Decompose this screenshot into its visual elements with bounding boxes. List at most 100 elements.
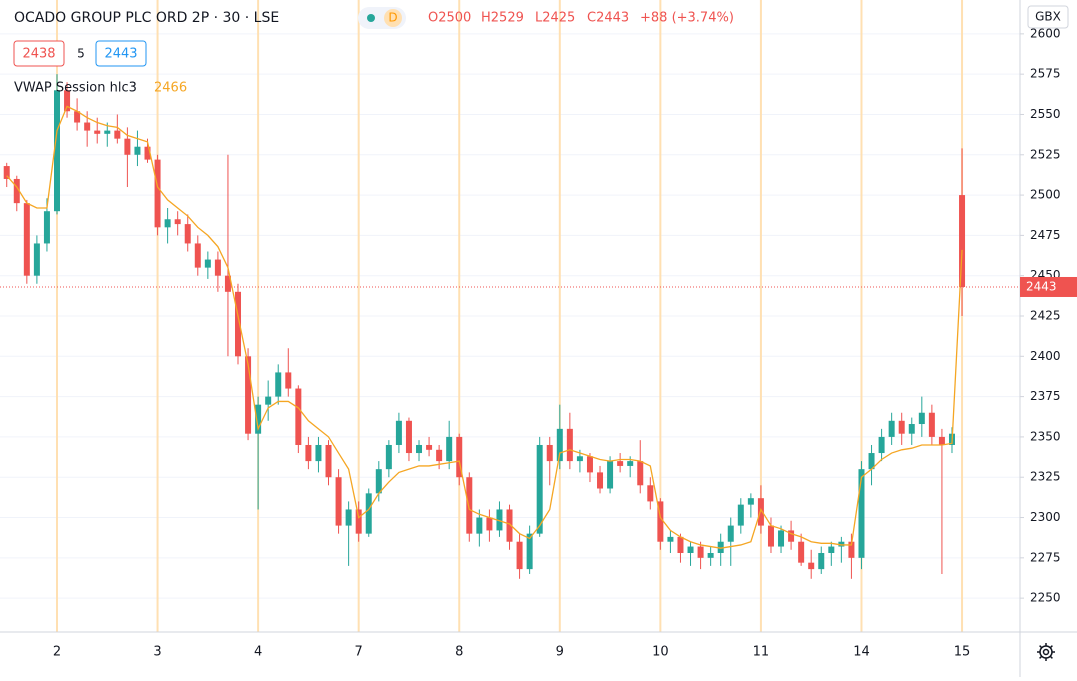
- candle-body: [456, 436, 463, 478]
- y-tick-label: 2525: [1030, 147, 1061, 161]
- candle-body: [84, 122, 91, 131]
- candle-body: [43, 211, 50, 244]
- candle-body: [556, 428, 563, 462]
- candle-body: [355, 509, 362, 534]
- candle-body: [375, 469, 382, 494]
- candle-body: [908, 424, 915, 434]
- vwap-line: [6, 105, 963, 549]
- y-tick-label: 2550: [1030, 107, 1061, 121]
- candle-body: [285, 372, 292, 389]
- indicator-name: VWAP Session hlc3: [14, 81, 137, 96]
- y-tick-label: 2575: [1030, 67, 1061, 81]
- indicator-value: 2466: [154, 81, 187, 96]
- y-tick-label: 2350: [1030, 429, 1061, 443]
- candle-body: [74, 111, 81, 123]
- candle-body: [255, 404, 262, 434]
- last-price-box: [1020, 276, 1077, 297]
- candle-body: [898, 420, 905, 434]
- candle-body: [13, 178, 20, 204]
- candle-body: [798, 541, 805, 563]
- ohlc-header: O2500 H2529 L2425 C2443 +88 (+3.74%): [428, 11, 734, 26]
- candle-body: [426, 444, 433, 450]
- candle-body: [154, 159, 161, 228]
- y-tick-label: 2375: [1030, 389, 1061, 403]
- y-tick-label: 2275: [1030, 550, 1061, 564]
- candle-body: [868, 453, 875, 470]
- candle-body: [385, 444, 392, 470]
- x-tick-label: 7: [355, 645, 363, 660]
- candle-body: [566, 428, 573, 462]
- candle-body: [235, 291, 242, 357]
- x-tick-label: 15: [954, 645, 971, 660]
- candle-body: [486, 517, 493, 531]
- x-tick-label: 11: [753, 645, 770, 660]
- currency-box[interactable]: [1027, 5, 1069, 29]
- candle-body: [627, 461, 634, 466]
- x-tick-label: 14: [853, 645, 870, 660]
- candle-body: [536, 444, 543, 534]
- ohlc-value: +88 (+3.74%): [640, 11, 734, 26]
- candle-body: [697, 546, 704, 558]
- candle-body: [516, 541, 523, 570]
- candle-body: [526, 533, 533, 570]
- status-dot: [367, 14, 375, 22]
- candle-body: [305, 444, 312, 462]
- candle-body: [657, 501, 664, 542]
- candle-body: [164, 219, 171, 228]
- candle-body: [959, 195, 966, 287]
- ohlc-value: C2443: [587, 11, 629, 26]
- candle-body: [838, 541, 845, 547]
- candle-body: [33, 243, 40, 276]
- candle-body: [315, 444, 322, 462]
- candle-body: [114, 130, 121, 139]
- settings-icon[interactable]: [1037, 643, 1055, 661]
- candle-body: [436, 449, 443, 462]
- bid-price: 2438: [22, 47, 55, 62]
- candle-body: [808, 562, 815, 570]
- candle-body: [506, 509, 513, 542]
- candle-body: [767, 525, 774, 547]
- candle-body: [667, 536, 674, 542]
- x-tick-label: 9: [556, 645, 564, 660]
- y-tick-label: 2500: [1030, 188, 1061, 202]
- candle-body: [416, 444, 423, 454]
- x-tick-label: 2: [53, 645, 61, 660]
- candle-body: [647, 485, 654, 502]
- candle-body: [617, 461, 624, 466]
- candle-body: [496, 509, 503, 531]
- y-tick-label: 2400: [1030, 349, 1061, 363]
- candle-body: [275, 372, 282, 397]
- candle-body: [124, 138, 131, 155]
- candle-body: [586, 456, 593, 473]
- candle-body: [365, 493, 372, 534]
- candle-body: [144, 146, 151, 160]
- y-tick-label: 2425: [1030, 309, 1061, 323]
- candle-body: [576, 456, 583, 462]
- candle-body: [848, 541, 855, 558]
- y-tick-label: 2250: [1030, 591, 1061, 605]
- y-tick-label: 2325: [1030, 470, 1061, 484]
- candle-body: [446, 436, 453, 462]
- candle-body: [878, 436, 885, 454]
- candle-body: [546, 444, 553, 462]
- y-tick-label: 2475: [1030, 228, 1061, 242]
- candle-body: [345, 509, 352, 526]
- candle-body: [778, 530, 785, 547]
- candle-body: [597, 472, 604, 489]
- plot-area: [0, 0, 1020, 632]
- candle-body: [204, 259, 211, 268]
- y-tick-label: 2300: [1030, 510, 1061, 524]
- candle-body: [405, 420, 412, 454]
- candle-body: [23, 203, 30, 276]
- ohlc-value: H2529: [481, 11, 524, 26]
- candle-body: [94, 130, 101, 134]
- last-price-label: 2443: [1026, 279, 1057, 293]
- delay-icon: D: [388, 11, 397, 25]
- candle-body: [54, 90, 60, 212]
- candle-body: [747, 498, 754, 505]
- candle-body: [174, 219, 181, 225]
- candle-body: [828, 546, 835, 553]
- x-tick-label: 10: [652, 645, 669, 660]
- candle-body: [395, 420, 402, 445]
